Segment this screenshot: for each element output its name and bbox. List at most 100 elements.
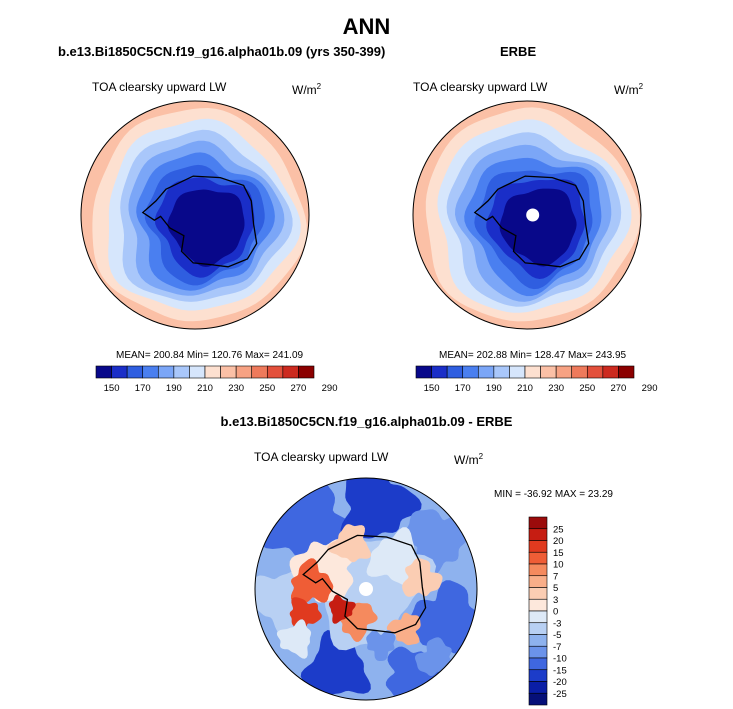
map-boundary [80, 100, 310, 330]
colorbar-swatch [555, 365, 573, 379]
colorbar-tick-label: 230 [228, 383, 244, 394]
colorbar-swatch [204, 365, 221, 379]
colorbar-swatch [586, 365, 604, 379]
colorbar-tick-label: 250 [259, 383, 275, 394]
obs-units-label: W/m2 [614, 82, 644, 97]
colorbar-swatch [266, 365, 284, 379]
colorbar-swatch [142, 365, 159, 379]
contour-band [340, 478, 422, 539]
colorbar-swatch [431, 365, 448, 379]
colorbar-swatch [528, 692, 548, 706]
colorbar-swatch [95, 365, 112, 379]
colorbar-tick-label: -7 [553, 642, 561, 653]
colorbar-swatch [446, 365, 464, 379]
colorbar-swatch [509, 365, 526, 379]
coastline [302, 534, 427, 634]
colorbar-tick-label: 290 [642, 383, 658, 394]
colorbar-tick-label: 210 [197, 383, 213, 394]
contour-band [366, 630, 396, 661]
coastline [473, 175, 590, 268]
diff-panel-title: b.e13.Bi1850C5CN.f19_g16.alpha01b.09 - E… [220, 414, 513, 429]
colorbar-tick-label: 170 [135, 383, 151, 394]
model-stats: MEAN= 200.84 Min= 120.76 Max= 241.09 [116, 350, 304, 361]
colorbar-swatch [528, 622, 548, 635]
colorbar-tick-label: 190 [166, 383, 182, 394]
colorbar-tick-label: 3 [553, 595, 558, 606]
coastline [141, 175, 258, 268]
polar-map-0 [81, 101, 309, 329]
colorbar-swatch [462, 365, 479, 379]
colorbar-swatch [157, 365, 175, 379]
colorbar-swatch [282, 365, 299, 379]
colorbar-swatch [528, 669, 548, 682]
colorbar-swatch [571, 365, 588, 379]
colorbar-swatch [173, 365, 190, 379]
model-units-label: W/m2 [292, 82, 322, 97]
diff-stats: MIN = -36.92 MAX = 23.29 [494, 489, 613, 500]
polar-map-2 [255, 478, 477, 700]
colorbar-tick-label: -5 [553, 630, 561, 641]
colorbar-swatch [189, 365, 206, 379]
colorbar-swatch [528, 681, 548, 694]
colorbar-tick-label: 270 [610, 383, 626, 394]
diff-variable-label: TOA clearsky upward LW [254, 450, 389, 464]
colorbar-tick-label: -3 [553, 618, 561, 629]
colorbar-swatch [528, 528, 548, 541]
colorbar-tick-label: -10 [553, 654, 567, 665]
colorbar-swatch [524, 365, 541, 379]
colorbar-swatch [493, 365, 510, 379]
colorbar-tick-label: 250 [579, 383, 595, 394]
polar-map-1 [413, 101, 641, 329]
colorbar-swatch [528, 551, 548, 565]
colorbar-swatch [220, 365, 237, 379]
contour-band [167, 189, 245, 267]
colorbar-tick-label: 15 [553, 548, 564, 559]
model-variable-label: TOA clearsky upward LW [92, 80, 227, 94]
colorbar-1: 150 170 190 210 230 250 270 290 [415, 365, 658, 394]
colorbar-tick-label: 170 [455, 383, 471, 394]
colorbar-tick-label: 5 [553, 583, 558, 594]
colorbar-swatch [618, 365, 635, 379]
colorbar-tick-label: 210 [517, 383, 533, 394]
colorbar-swatch [477, 365, 495, 379]
colorbar-swatch [528, 634, 548, 647]
colorbar-tick-label: 190 [486, 383, 502, 394]
map-boundary [412, 100, 642, 330]
diff-units-label: W/m2 [454, 452, 484, 467]
colorbar-swatch [111, 365, 128, 379]
main-title: ANN [342, 14, 391, 39]
contour-band [276, 619, 312, 659]
contour-band [499, 188, 577, 267]
colorbar-tick-label: 150 [424, 383, 440, 394]
colorbar-tick-label: 290 [322, 383, 338, 394]
colorbar-swatch [528, 645, 548, 659]
colorbar-swatch [126, 365, 144, 379]
obs-variable-label: TOA clearsky upward LW [413, 80, 548, 94]
colorbar-swatch [415, 365, 432, 379]
colorbar-tick-label: 0 [553, 607, 558, 618]
colorbar-tick-label: 20 [553, 536, 564, 547]
colorbar-swatch [528, 516, 548, 530]
colorbar-tick-label: 150 [104, 383, 120, 394]
model-panel-title: b.e13.Bi1850C5CN.f19_g16.alpha01b.09 (yr… [58, 44, 386, 59]
colorbar-0: 150 170 190 210 230 250 270 290 [95, 365, 338, 394]
obs-stats: MEAN= 202.88 Min= 128.47 Max= 243.95 [439, 350, 627, 361]
map-boundary [254, 477, 478, 701]
colorbar-tick-label: 270 [290, 383, 306, 394]
pole-missing-data [359, 582, 373, 596]
colorbar-swatch [235, 365, 253, 379]
colorbar-tick-label: 7 [553, 571, 558, 582]
colorbar-swatch [528, 587, 548, 600]
colorbar-tick-label: 25 [553, 524, 564, 535]
colorbar-swatch [528, 540, 548, 553]
colorbar-swatch [251, 365, 268, 379]
obs-panel-title: ERBE [500, 44, 537, 59]
colorbar-swatch [540, 365, 557, 379]
contour-band [328, 594, 356, 624]
colorbar-swatch [528, 657, 548, 671]
colorbar-swatch [528, 610, 548, 624]
colorbar-tick-label: 230 [548, 383, 564, 394]
colorbar-tick-label: -15 [553, 665, 567, 676]
